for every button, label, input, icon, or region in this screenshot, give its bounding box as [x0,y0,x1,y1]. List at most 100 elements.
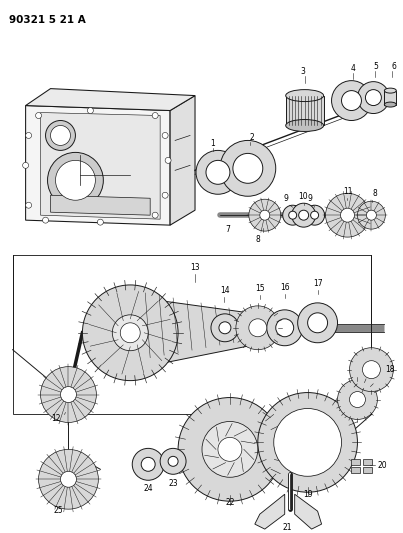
Ellipse shape [384,88,396,93]
Text: 24: 24 [143,484,153,493]
Circle shape [211,314,239,342]
Polygon shape [41,112,160,219]
Circle shape [341,91,361,110]
Text: 14: 14 [220,286,230,295]
Circle shape [48,152,103,208]
Bar [364,467,372,473]
Bar [351,459,360,465]
Text: 25: 25 [54,506,63,515]
Text: 13: 13 [190,263,200,272]
Circle shape [249,199,281,231]
Bar [12,255,372,415]
Circle shape [168,456,178,466]
Circle shape [87,108,93,114]
Text: 7: 7 [225,225,231,234]
Circle shape [357,82,389,114]
Circle shape [196,150,240,194]
Text: 11: 11 [343,187,352,196]
Circle shape [267,310,303,346]
Circle shape [23,163,29,168]
Polygon shape [26,106,170,225]
Bar [351,467,360,473]
Circle shape [332,80,372,120]
Circle shape [305,205,324,225]
Circle shape [298,303,338,343]
Circle shape [141,457,155,471]
Text: 15: 15 [255,284,265,293]
Circle shape [152,112,158,118]
Circle shape [326,193,370,237]
Circle shape [120,323,140,343]
Circle shape [311,211,319,219]
Circle shape [338,379,377,419]
Text: 90321 5 21 A: 90321 5 21 A [9,15,85,25]
Text: 3: 3 [300,67,305,76]
Circle shape [160,448,186,474]
Polygon shape [170,95,195,225]
Circle shape [274,408,341,477]
Text: 1: 1 [211,140,215,148]
Circle shape [219,322,231,334]
Circle shape [46,120,75,150]
Circle shape [39,449,98,509]
Circle shape [249,319,267,337]
Text: 2: 2 [249,133,254,142]
Text: 10: 10 [298,192,307,201]
Circle shape [162,192,168,198]
Text: 20: 20 [377,461,387,470]
Text: 18: 18 [385,365,395,374]
Ellipse shape [286,90,324,102]
Circle shape [299,210,309,220]
Circle shape [233,154,263,183]
Bar [364,459,372,465]
Polygon shape [286,95,324,125]
Circle shape [56,160,96,200]
Circle shape [236,306,280,350]
Circle shape [41,367,96,423]
Circle shape [349,348,393,392]
Text: 16: 16 [280,283,289,292]
Polygon shape [255,494,285,529]
Circle shape [43,217,48,223]
Text: 12: 12 [51,415,60,424]
Circle shape [202,422,258,477]
Circle shape [283,205,303,225]
Text: 17: 17 [313,279,322,288]
Circle shape [165,157,171,163]
Circle shape [218,438,242,462]
Circle shape [35,112,42,118]
Circle shape [132,448,164,480]
Ellipse shape [384,102,396,107]
Circle shape [220,140,276,196]
Polygon shape [295,494,322,529]
Bar [384,91,396,104]
Circle shape [50,125,71,146]
Text: 21: 21 [283,523,293,532]
Circle shape [258,393,357,492]
Circle shape [276,319,294,337]
Circle shape [26,202,31,208]
Polygon shape [26,88,195,110]
Circle shape [362,361,380,378]
Circle shape [112,315,148,351]
Circle shape [292,203,316,227]
Circle shape [152,212,158,218]
Polygon shape [50,195,150,215]
Circle shape [366,210,376,220]
Text: 22: 22 [225,498,235,507]
Circle shape [366,90,381,106]
Text: 9: 9 [283,194,288,203]
Text: 4: 4 [351,63,356,72]
Circle shape [60,471,77,487]
Circle shape [307,313,328,333]
Text: 8: 8 [372,189,377,198]
Text: 8: 8 [256,235,260,244]
Circle shape [98,219,103,225]
Circle shape [162,133,168,139]
Circle shape [289,211,297,219]
Text: 9: 9 [307,194,312,203]
Text: 6: 6 [392,62,397,71]
Circle shape [178,398,282,501]
Circle shape [82,285,178,381]
Text: 19: 19 [303,490,312,499]
